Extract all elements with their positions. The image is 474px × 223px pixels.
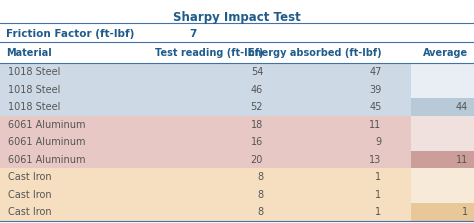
Text: Sharpy Impact Test: Sharpy Impact Test <box>173 11 301 24</box>
Text: 1018 Steel: 1018 Steel <box>8 85 60 95</box>
Text: Cast Iron: Cast Iron <box>8 207 51 217</box>
Bar <box>0 63 411 81</box>
Text: Material: Material <box>6 48 52 58</box>
Text: 9: 9 <box>375 137 382 147</box>
Bar <box>411 203 474 221</box>
Text: 1: 1 <box>375 172 382 182</box>
Bar <box>411 133 474 151</box>
Text: 54: 54 <box>251 67 263 77</box>
Bar <box>0 133 411 151</box>
Text: 8: 8 <box>257 207 263 217</box>
Text: Cast Iron: Cast Iron <box>8 190 51 200</box>
Text: 11: 11 <box>369 120 382 130</box>
Text: 52: 52 <box>251 102 263 112</box>
Bar <box>411 81 474 98</box>
Bar <box>0 186 411 203</box>
Text: 1: 1 <box>375 190 382 200</box>
Text: Energy absorbed (ft-lbf): Energy absorbed (ft-lbf) <box>248 48 382 58</box>
Bar <box>411 98 474 116</box>
Text: 6061 Aluminum: 6061 Aluminum <box>8 155 85 165</box>
Text: 1018 Steel: 1018 Steel <box>8 67 60 77</box>
Bar <box>411 168 474 186</box>
Bar <box>0 151 411 168</box>
Bar <box>0 168 411 186</box>
Text: 20: 20 <box>251 155 263 165</box>
Text: Friction Factor (ft-lbf): Friction Factor (ft-lbf) <box>6 29 134 39</box>
Text: Average: Average <box>423 48 468 58</box>
Text: 8: 8 <box>257 190 263 200</box>
Bar <box>411 116 474 133</box>
Bar <box>0 116 411 133</box>
Text: Test reading (ft-lbf): Test reading (ft-lbf) <box>155 48 263 58</box>
Text: 11: 11 <box>456 155 468 165</box>
Text: 46: 46 <box>251 85 263 95</box>
Text: 8: 8 <box>257 172 263 182</box>
Bar <box>411 186 474 203</box>
Bar <box>411 63 474 81</box>
Text: 6061 Aluminum: 6061 Aluminum <box>8 137 85 147</box>
Text: 45: 45 <box>369 102 382 112</box>
Text: 16: 16 <box>251 137 263 147</box>
Text: 1: 1 <box>375 207 382 217</box>
Text: 6061 Aluminum: 6061 Aluminum <box>8 120 85 130</box>
Text: Cast Iron: Cast Iron <box>8 172 51 182</box>
Text: 39: 39 <box>369 85 382 95</box>
Bar <box>0 81 411 98</box>
Bar <box>0 98 411 116</box>
Text: 47: 47 <box>369 67 382 77</box>
Bar <box>0 203 411 221</box>
Bar <box>411 151 474 168</box>
Text: 18: 18 <box>251 120 263 130</box>
Text: 13: 13 <box>369 155 382 165</box>
Text: 1018 Steel: 1018 Steel <box>8 102 60 112</box>
Text: 44: 44 <box>456 102 468 112</box>
Text: 7: 7 <box>190 29 197 39</box>
Text: 1: 1 <box>462 207 468 217</box>
